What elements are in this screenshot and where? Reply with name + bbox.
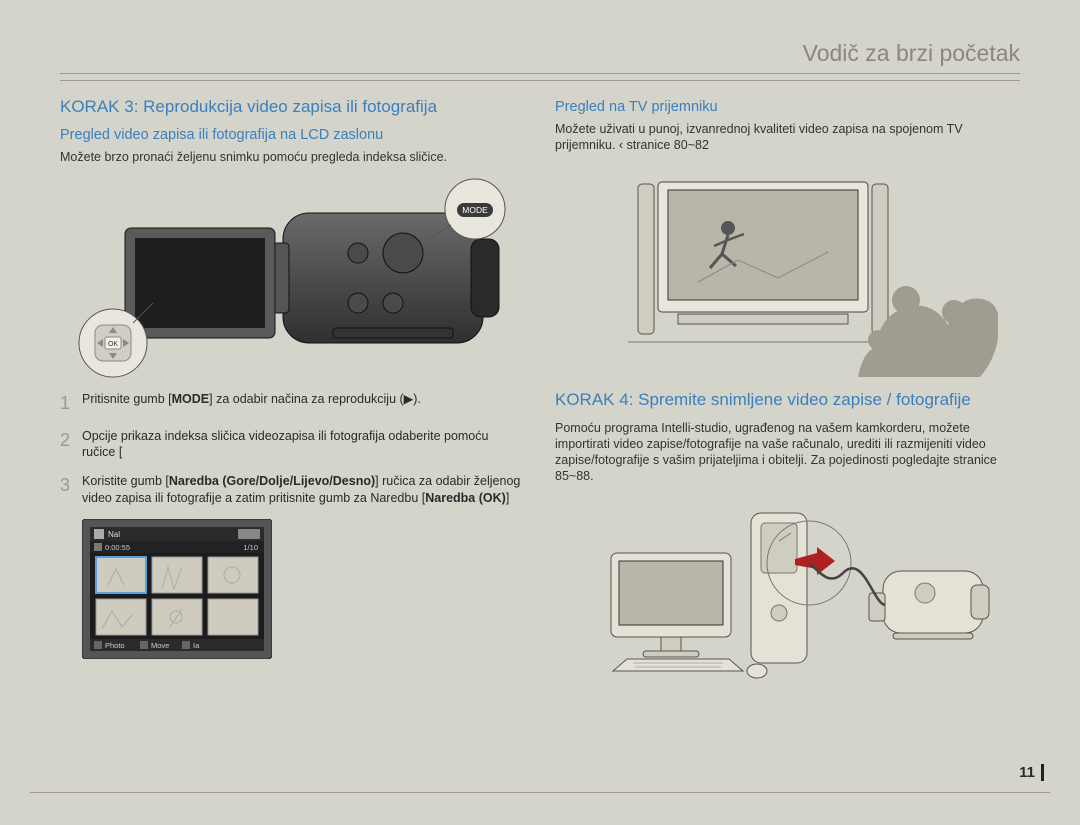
step-text-3: Koristite gumb [Naredba (Gore/Dolje/Lije… — [82, 473, 525, 507]
pc-figure — [555, 493, 1020, 693]
steps-list: 1Pritisnite gumb [MODE] za odabir načina… — [60, 391, 525, 507]
step-text-1: Pritisnite gumb [MODE] za odabir načina … — [82, 391, 421, 415]
step-text-2: Opcije prikaza indeksa sličica videozapi… — [82, 428, 525, 462]
step-num-1: 1 — [60, 391, 82, 415]
step3-title: KORAK 3: Reprodukcija video zapisa ili f… — [60, 97, 525, 117]
camcorder-figure: MODE OK — [60, 173, 525, 383]
thumbnail-panel: Nal 0:00:55 1/10 — [82, 519, 525, 662]
footer-rule — [30, 792, 1050, 793]
mode-label: MODE — [462, 205, 488, 215]
right-subhead-1: Pregled na TV prijemniku — [555, 99, 1020, 115]
svg-text:1/10: 1/10 — [243, 543, 258, 552]
ok-label: OK — [107, 341, 117, 348]
page-header: Vodič za brzi početak — [60, 40, 1020, 74]
step4-title: KORAK 4: Spremite snimljene video zapise… — [555, 390, 1020, 410]
svg-text:Move: Move — [151, 641, 169, 650]
step-num-3: 3 — [60, 473, 82, 507]
right-body-2: Pomoću programa Intelli-studio, ugrađeno… — [555, 420, 1020, 485]
right-body-1: Možete uživati u punoj, izvanrednoj kval… — [555, 121, 1020, 154]
page-number: 11 — [1019, 764, 1044, 781]
svg-text:Ia: Ia — [193, 641, 200, 650]
step-num-2: 2 — [60, 428, 82, 462]
left-body-1: Možete brzo pronaći željenu snimku pomoć… — [60, 149, 525, 165]
tv-figure — [555, 162, 1020, 382]
left-subhead-1: Pregled video zapisa ili fotografija na … — [60, 127, 525, 143]
header-rule — [60, 80, 1020, 81]
svg-text:0:00:55: 0:00:55 — [105, 543, 130, 552]
svg-text:Photo: Photo — [105, 641, 125, 650]
svg-text:Nal: Nal — [108, 530, 120, 539]
